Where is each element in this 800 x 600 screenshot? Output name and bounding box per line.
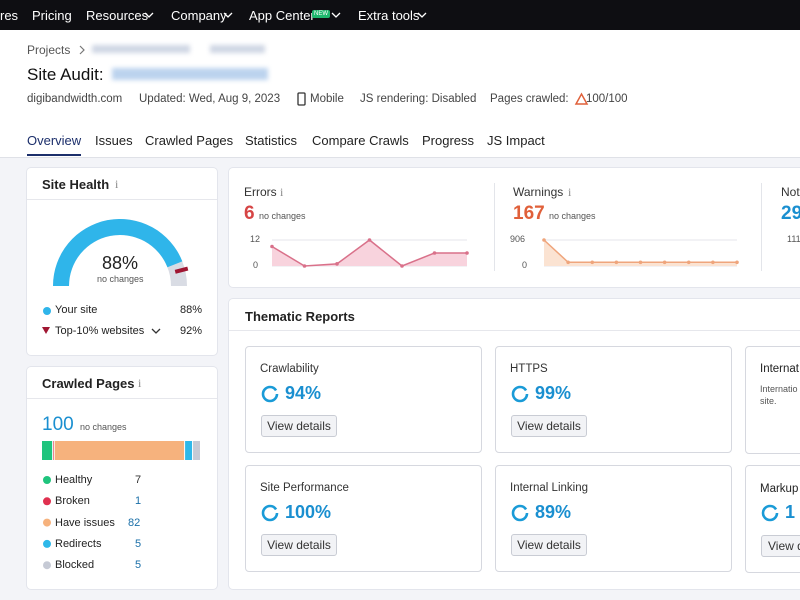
crawled-pages-card (27, 367, 217, 589)
tab[interactable]: JS Impact (487, 133, 545, 148)
issues-card (229, 168, 800, 287)
card-title: Site Health (42, 177, 110, 192)
tab[interactable]: Progress (422, 133, 475, 148)
axis-label: 0 (253, 260, 259, 270)
report-score: 94% (285, 383, 322, 403)
tab[interactable]: Compare Crawls (312, 133, 409, 148)
report-text: Internatio (760, 384, 798, 394)
view-details-button[interactable]: View details (261, 415, 337, 437)
new-badge: NEW (312, 10, 330, 18)
legend-value: 88% (180, 304, 203, 316)
legend-label[interactable]: Top-10% websites (55, 325, 145, 337)
report-name: Crawlability (260, 363, 319, 375)
view-details-button[interactable]: View details (261, 534, 337, 556)
legend-label: Broken (55, 495, 90, 508)
legend-label: Have issues (55, 516, 115, 529)
axis-label: 0 (522, 260, 528, 270)
legend-value: 5 (135, 559, 142, 572)
legend-value: 92% (180, 325, 203, 337)
domain: digibandwidth.com (27, 93, 123, 105)
page-title: Site Audit: (27, 65, 104, 84)
legend-value: 82 (128, 516, 141, 529)
info-icon[interactable]: i (568, 185, 572, 199)
device: Mobile (310, 93, 344, 105)
issue-count: 29 (781, 203, 800, 224)
divider (229, 330, 800, 331)
nav-item[interactable]: Pricing (32, 8, 72, 23)
view-details-button[interactable]: View details (511, 534, 587, 556)
legend-label: Your site (55, 304, 98, 316)
card-title: Thematic Reports (245, 309, 355, 324)
nav-item[interactable]: res (0, 8, 19, 23)
info-icon[interactable]: i (115, 177, 119, 191)
divider (494, 183, 495, 271)
issue-change: no changes (549, 211, 596, 221)
divider (27, 199, 217, 200)
js-rendering: JS rendering: Disabled (360, 93, 477, 105)
report-text: site. (760, 396, 777, 406)
divider (761, 183, 762, 271)
axis-label: 111 (787, 234, 800, 244)
issue-count: 6 (244, 203, 255, 224)
axis-label: 12 (250, 234, 261, 244)
issue-change: no changes (259, 211, 306, 221)
issue-title: Warnings (513, 185, 564, 199)
nav-item[interactable]: App Center (249, 8, 315, 23)
legend-label: Healthy (55, 474, 93, 486)
legend-value: 7 (135, 474, 142, 486)
pages-crawled: 100/100 (586, 93, 628, 105)
issue-count: 167 (513, 203, 545, 224)
report-name: Internal Linking (510, 482, 588, 494)
legend-value: 5 (135, 537, 142, 550)
nav-item[interactable]: Extra tools (358, 8, 420, 23)
pages-crawled-label: Pages crawled: (490, 93, 569, 105)
info-icon[interactable]: i (138, 376, 142, 390)
issue-title: Not (781, 185, 800, 199)
tab[interactable]: Crawled Pages (145, 133, 234, 148)
info-icon[interactable]: i (280, 185, 284, 199)
view-details-button[interactable]: View details (511, 415, 587, 437)
legend-value: 1 (135, 495, 142, 508)
nav-item[interactable]: Resources (86, 8, 149, 23)
report-name: Site Performance (260, 482, 349, 494)
crawled-change: no changes (80, 422, 127, 432)
legend-label: Redirects (55, 537, 102, 550)
report-name: Internat (760, 363, 799, 375)
view-details-button[interactable]: View d (761, 535, 800, 557)
tab[interactable]: Overview (27, 133, 82, 156)
report-score: 1 (785, 502, 796, 522)
nav-item[interactable]: Company (171, 8, 227, 23)
tab[interactable]: Issues (95, 133, 133, 148)
report-score: 100% (285, 502, 332, 522)
tab[interactable]: Statistics (245, 133, 298, 148)
report-score: 99% (535, 383, 572, 403)
report-box (745, 346, 800, 454)
updated: Updated: Wed, Aug 9, 2023 (139, 93, 281, 105)
issue-title: Errors (244, 185, 277, 199)
axis-label: 906 (510, 234, 526, 244)
card-title: Crawled Pages (42, 376, 135, 391)
crawled-total: 100 (42, 414, 74, 435)
legend-label: Blocked (55, 559, 95, 572)
divider (27, 398, 217, 399)
report-score: 89% (535, 502, 572, 522)
breadcrumb[interactable]: Projects (27, 43, 71, 57)
report-name: HTTPS (510, 363, 548, 375)
report-name: Markup (760, 483, 799, 495)
health-score: 88% (102, 253, 139, 273)
health-change: no changes (97, 274, 144, 284)
